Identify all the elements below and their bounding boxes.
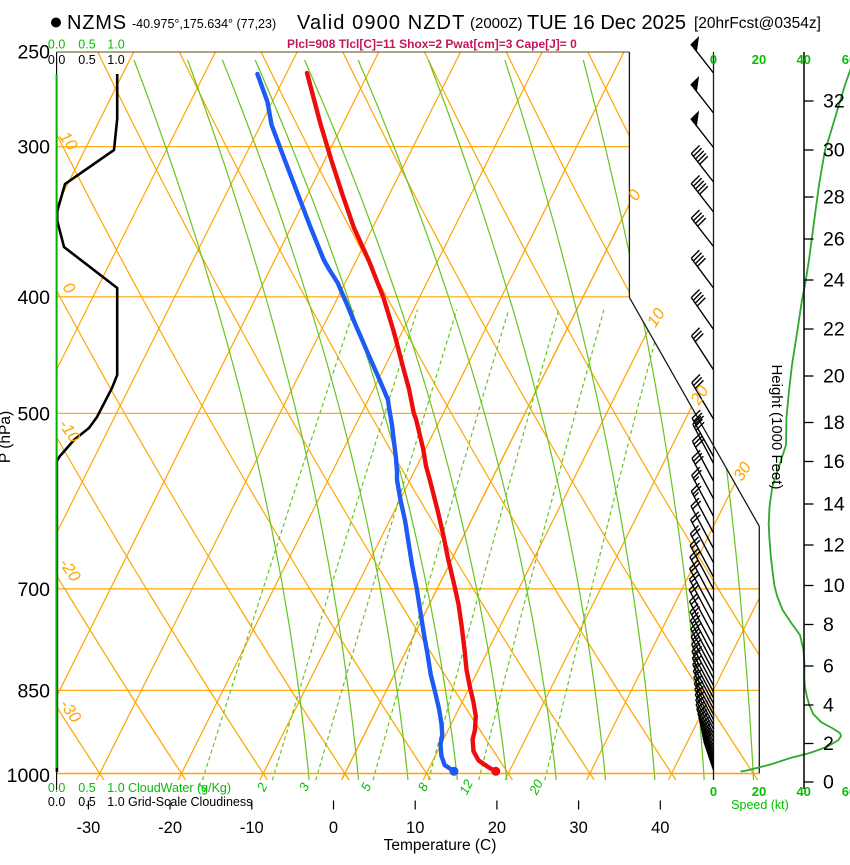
svg-text:10: 10: [823, 575, 845, 597]
svg-text:22: 22: [823, 319, 845, 341]
svg-text:8: 8: [823, 614, 834, 636]
svg-text:-20: -20: [158, 819, 182, 837]
svg-text:850: 850: [17, 680, 50, 702]
svg-text:500: 500: [17, 403, 50, 425]
svg-text:-40.975°,175.634° (77,23): -40.975°,175.634° (77,23): [132, 17, 276, 31]
svg-text:60: 60: [842, 784, 850, 799]
svg-text:1.0: 1.0: [107, 53, 124, 67]
svg-text:0: 0: [710, 52, 717, 67]
svg-text:-10: -10: [240, 819, 264, 837]
svg-text:30: 30: [569, 819, 587, 837]
svg-text:1.0: 1.0: [107, 795, 124, 809]
svg-text:0: 0: [823, 772, 834, 794]
svg-text:Height (1000 Feet): Height (1000 Feet): [768, 364, 785, 489]
svg-text:(2000Z): (2000Z): [470, 15, 523, 32]
svg-text:-30: -30: [76, 819, 100, 837]
svg-text:40: 40: [651, 819, 669, 837]
svg-text:0.0: 0.0: [48, 53, 65, 67]
svg-text:0.0: 0.0: [48, 38, 65, 52]
svg-text:40: 40: [796, 52, 810, 67]
svg-text:TUE 16 Dec 2025: TUE 16 Dec 2025: [527, 12, 686, 34]
svg-text:14: 14: [823, 494, 845, 516]
svg-text:0.5: 0.5: [78, 38, 95, 52]
svg-text:20: 20: [752, 784, 766, 799]
svg-text:6: 6: [823, 656, 834, 678]
svg-text:Grid-Scale Cloudiness: Grid-Scale Cloudiness: [128, 795, 252, 809]
svg-text:400: 400: [17, 287, 50, 309]
svg-text:0: 0: [710, 784, 717, 799]
svg-text:18: 18: [823, 412, 845, 434]
svg-text:700: 700: [17, 579, 50, 601]
svg-text:250: 250: [17, 42, 50, 64]
svg-text:30: 30: [823, 140, 845, 162]
svg-text:Valid 0900 NZDT: Valid 0900 NZDT: [297, 12, 465, 34]
svg-text:Temperature (C): Temperature (C): [384, 837, 497, 854]
svg-text:60: 60: [842, 52, 850, 67]
svg-text:20: 20: [488, 819, 506, 837]
svg-text:12: 12: [456, 776, 476, 796]
svg-text:4: 4: [823, 695, 834, 717]
svg-text:0.0: 0.0: [48, 781, 65, 795]
svg-text:1.0: 1.0: [107, 38, 124, 52]
svg-text:16: 16: [823, 451, 845, 473]
svg-text:1.0: 1.0: [107, 781, 124, 795]
svg-text:1000: 1000: [7, 765, 51, 787]
svg-text:20: 20: [823, 366, 845, 388]
svg-text:CloudWater (g/Kg): CloudWater (g/Kg): [128, 781, 231, 795]
svg-text:NZMS: NZMS: [67, 12, 127, 34]
svg-text:12: 12: [823, 535, 845, 557]
svg-text:0.5: 0.5: [78, 53, 95, 67]
svg-text:20: 20: [526, 776, 547, 797]
svg-text:300: 300: [17, 137, 50, 159]
svg-text:20: 20: [752, 52, 766, 67]
svg-text:Plcl=908 Tlcl[C]=11 Shox=2 Pwa: Plcl=908 Tlcl[C]=11 Shox=2 Pwat[cm]=3 Ca…: [287, 37, 577, 51]
svg-text:0.0: 0.0: [48, 795, 65, 809]
svg-text:10: 10: [406, 819, 424, 837]
svg-text:40: 40: [796, 784, 810, 799]
svg-text:Speed (kt): Speed (kt): [731, 798, 789, 812]
svg-text:P (hPa): P (hPa): [0, 411, 14, 463]
svg-text:24: 24: [823, 270, 845, 292]
svg-text:0.5: 0.5: [78, 795, 95, 809]
svg-text:28: 28: [823, 187, 845, 209]
svg-text:32: 32: [823, 91, 845, 113]
svg-text:0.5: 0.5: [78, 781, 95, 795]
svg-text:0: 0: [329, 819, 338, 837]
svg-text:26: 26: [823, 229, 845, 251]
svg-text:2: 2: [823, 733, 834, 755]
svg-text:[20hrFcst@0354z]: [20hrFcst@0354z]: [694, 15, 821, 32]
